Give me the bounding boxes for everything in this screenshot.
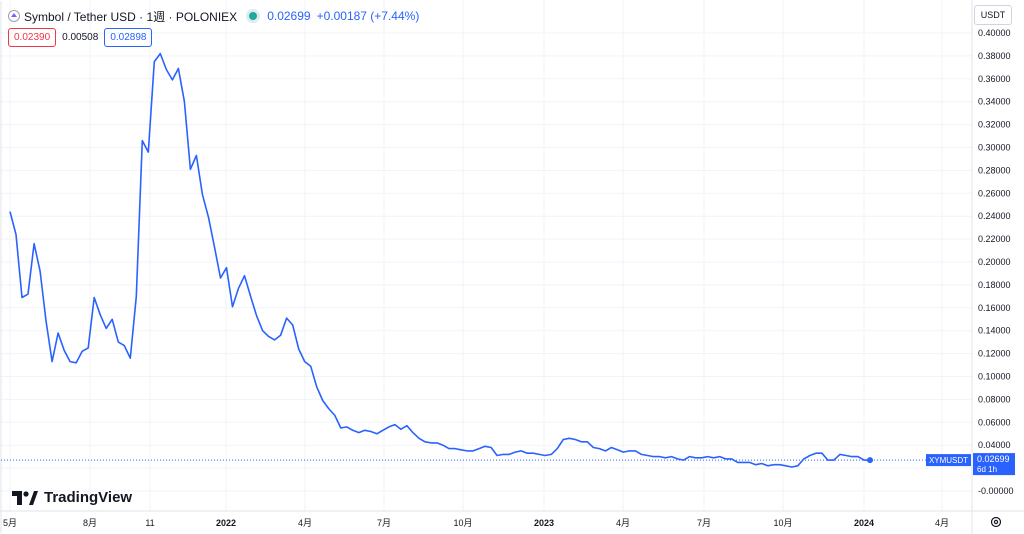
status-dot-icon xyxy=(249,12,258,20)
x-tick-label: 4月 xyxy=(935,518,949,528)
y-tick-label: 0.36000 xyxy=(978,74,1011,84)
symbol-icon xyxy=(8,10,20,22)
y-tick-label: 0.32000 xyxy=(978,120,1011,130)
y-tick-label: 0.10000 xyxy=(978,372,1011,382)
y-tick-label: -0.00000 xyxy=(978,486,1014,496)
currency-button[interactable]: USDT xyxy=(974,5,1012,25)
last-price-dot xyxy=(867,457,873,464)
y-tick-label: 0.38000 xyxy=(978,51,1011,61)
tradingview-logo[interactable]: TradingView xyxy=(12,489,132,506)
chart-header: Symbol / Tether USD · 1週 · POLONIEX 0.02… xyxy=(8,7,419,25)
price-line xyxy=(9,52,870,468)
y-tick-label: 0.26000 xyxy=(978,188,1011,198)
trade-buttons: 0.02390 0.00508 0.02898 xyxy=(8,28,153,47)
last-price-value: 0.02699 xyxy=(977,454,1010,464)
x-tick-label: 8月 xyxy=(83,518,97,528)
header-last-price: 0.02699 xyxy=(267,9,311,23)
y-tick-label: 0.34000 xyxy=(978,97,1011,107)
price-axis-labels[interactable]: 0.40000 0.38000 0.36000 0.34000 0.32000 0.300… xyxy=(978,28,1014,496)
horizontal-grid xyxy=(1,32,972,492)
x-tick-label: 7月 xyxy=(697,518,711,528)
bar-countdown: 6d 1h xyxy=(977,465,997,474)
x-tick-label: 2023 xyxy=(534,518,554,528)
x-tick-label: 2022 xyxy=(216,518,236,528)
x-tick-label: 10月 xyxy=(453,518,472,528)
y-tick-label: 0.24000 xyxy=(978,211,1011,221)
buy-button[interactable]: 0.02898 xyxy=(104,28,153,47)
tradingview-logo-icon xyxy=(12,490,38,505)
x-tick-label: 11 xyxy=(145,518,154,528)
y-tick-label: 0.16000 xyxy=(978,303,1011,313)
logo-text: TradingView xyxy=(44,489,133,506)
time-axis-labels[interactable]: 5月 8月 11 2022 4月 7月 10月 2023 4月 7月 10月 2024 4月 xyxy=(3,518,949,528)
y-tick-label: 0.20000 xyxy=(978,257,1011,267)
y-tick-label: 0.28000 xyxy=(978,165,1011,175)
y-tick-label: 0.04000 xyxy=(978,440,1011,450)
spread-value: 0.00508 xyxy=(62,32,99,43)
x-tick-label: 10月 xyxy=(773,518,792,528)
header-price-change: +0.00187 (+7.44%) xyxy=(316,9,420,23)
x-tick-label: 2024 xyxy=(854,518,874,528)
x-tick-label: 7月 xyxy=(377,518,391,528)
x-tick-label: 5月 xyxy=(3,518,17,528)
last-price-badge xyxy=(973,453,1015,476)
ticker-badge xyxy=(926,454,971,467)
price-label-badge: XYMUSDT 0.02699 6d 1h xyxy=(926,453,1015,476)
y-tick-label: 0.40000 xyxy=(978,28,1011,38)
y-tick-label: 0.06000 xyxy=(978,417,1011,427)
sell-button[interactable]: 0.02390 xyxy=(8,28,57,47)
y-tick-label: 0.22000 xyxy=(978,234,1011,244)
symbol-title[interactable]: Symbol / Tether USD · 1週 · POLONIEX xyxy=(24,9,238,24)
y-tick-label: 0.14000 xyxy=(978,326,1011,336)
y-tick-label: 0.12000 xyxy=(978,349,1011,359)
ticker-label: XYMUSDT xyxy=(929,456,968,465)
y-tick-label: 0.30000 xyxy=(978,143,1011,153)
x-tick-label: 4月 xyxy=(298,518,312,528)
y-tick-label: 0.18000 xyxy=(978,280,1011,290)
y-tick-label: 0.08000 xyxy=(978,394,1011,404)
vertical-grid xyxy=(9,0,943,511)
gear-icon[interactable] xyxy=(990,516,1002,528)
x-tick-label: 4月 xyxy=(616,518,630,528)
